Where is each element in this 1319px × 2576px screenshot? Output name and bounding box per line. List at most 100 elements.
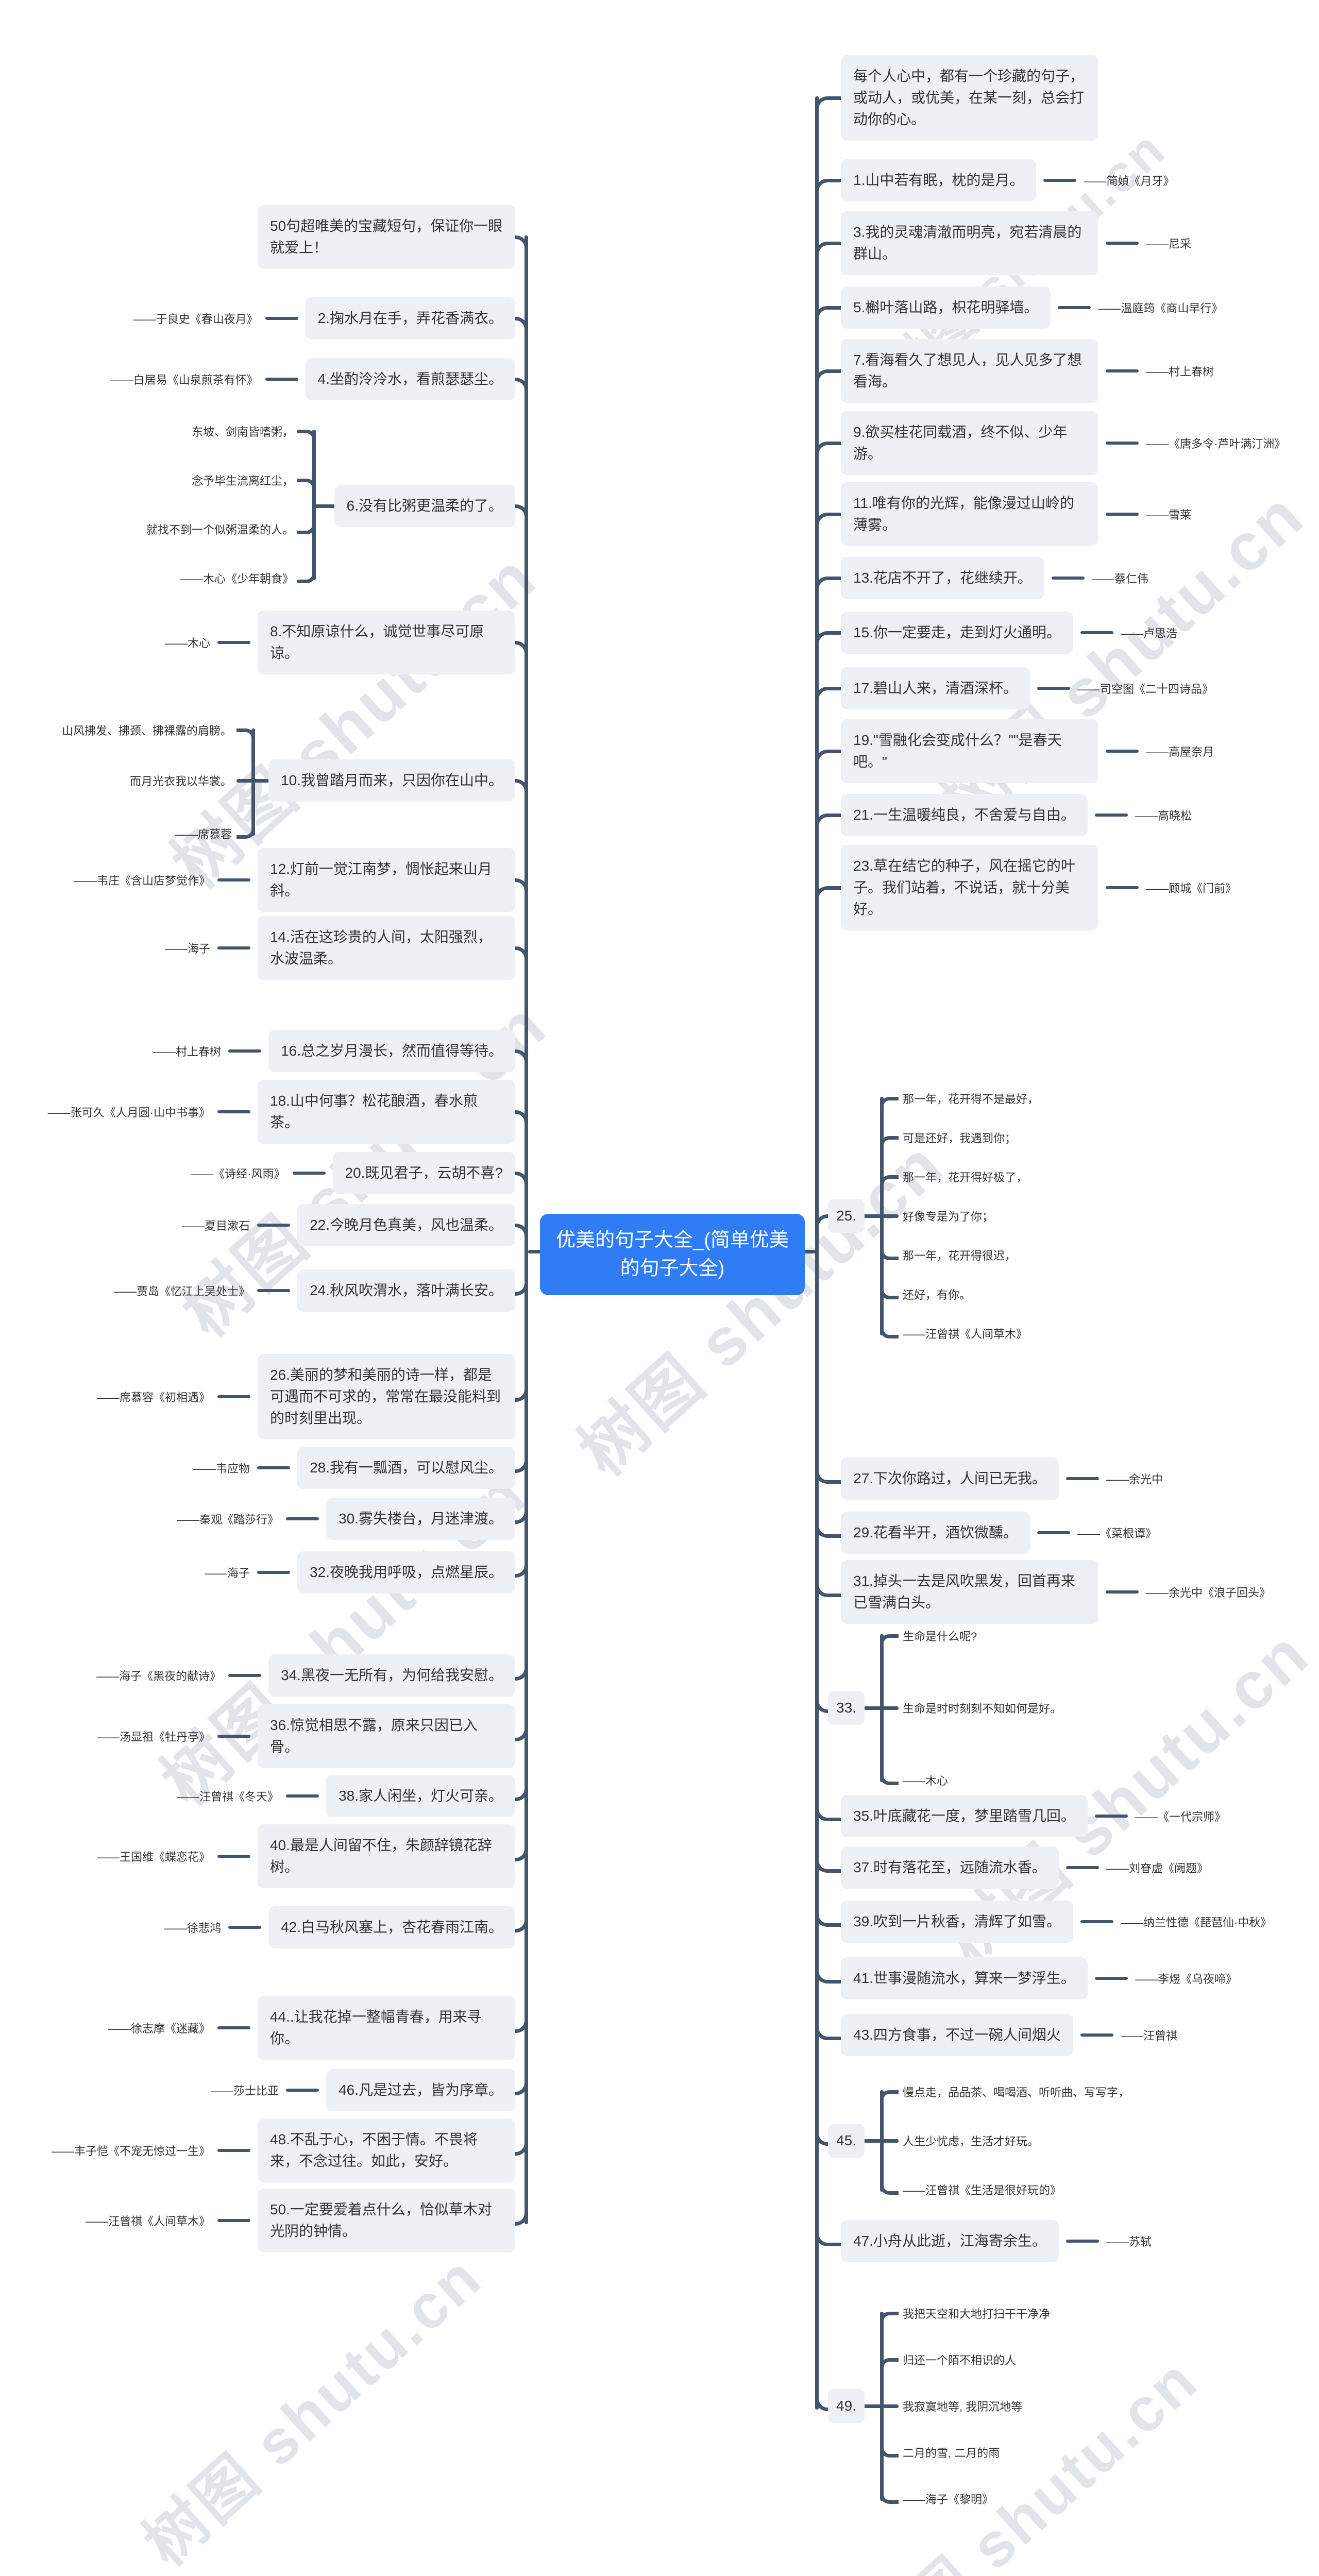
connector-stem xyxy=(861,1214,884,1218)
quote-node-9[interactable]: 9.欲买桂花同载酒，终不似、少年游。 xyxy=(841,411,1098,475)
connector-elbow xyxy=(815,1851,841,1873)
quote-node-18[interactable]: 18.山中何事？松花酿酒，春水煎茶。 xyxy=(258,1080,515,1144)
quote-node-22[interactable]: 22.今晚月色真美，风也温柔。 xyxy=(297,1204,515,1246)
quote-node-46[interactable]: 46.凡是过去，皆为序章。 xyxy=(326,2069,515,2111)
sub-quote-line: ——木心《少年朝食》 xyxy=(180,572,294,585)
attribution-label: ——简媜《月牙》 xyxy=(1084,175,1175,188)
central-topic-node[interactable]: 优美的句子大全_(简单优美的句子大全) xyxy=(540,1214,805,1296)
quote-node-40[interactable]: 40.最是人间留不住，朱颜辞镜花辞树。 xyxy=(258,1824,515,1888)
quote-node-37[interactable]: 37.时有落花至，远随流水香。 xyxy=(841,1846,1059,1889)
attribution-label: ——《唐多令·芦叶满汀洲》 xyxy=(1146,437,1286,450)
connector-stub xyxy=(286,1517,319,1520)
quote-node-6[interactable]: 6.没有比粥更温柔的了。 xyxy=(334,485,515,527)
connector-stub xyxy=(1037,1531,1070,1534)
connector-elbow xyxy=(880,1278,899,1299)
quote-node-33[interactable]: 33. xyxy=(828,1691,865,1725)
connector-stub xyxy=(1106,886,1139,889)
quote-node-36[interactable]: 36.惊觉相思不露，原来只因已入骨。 xyxy=(258,1704,515,1768)
quote-item-22: ——夏目漱石 22.今晚月色真美，风也温柔。 xyxy=(182,1204,515,1246)
quote-node-21[interactable]: 21.一生温暖纯良，不舍爱与自由。 xyxy=(841,794,1088,836)
intro-node-right[interactable]: 每个人心中，都有一个珍藏的句子，或动人，或优美，在某一刻，总会打动你的心。 xyxy=(841,55,1098,141)
intro-node-left[interactable]: 50句超唯美的宝藏短句，保证你一眼就爱上！ xyxy=(258,205,515,269)
connector-elbow xyxy=(508,235,528,258)
connector-elbow xyxy=(508,1172,528,1194)
quote-node-1[interactable]: 1.山中若有眠，枕的是月。 xyxy=(841,159,1037,201)
quote-node-43[interactable]: 43.四方食事，不过一碗人间烟火 xyxy=(841,2014,1073,2056)
quote-node-28[interactable]: 28.我有一瓢酒，可以慰风尘。 xyxy=(297,1447,515,1489)
attribution-label: ——村上春树 xyxy=(1146,365,1214,378)
quote-item-45: 45. xyxy=(828,2124,865,2158)
quote-item-5: 5.槲叶落山路，枳花明驿墙。 ——温庭筠《商山早行》 xyxy=(841,286,1223,329)
quote-node-19[interactable]: 19."雪融化会变成什么？""是春天吧。" xyxy=(841,719,1098,783)
quote-node-34[interactable]: 34.黑夜一无所有，为何给我安慰。 xyxy=(268,1654,515,1697)
quote-node-11[interactable]: 11.唯有你的光辉，能像漫过山岭的薄雾。 xyxy=(841,482,1098,546)
connector-stub xyxy=(1106,242,1139,245)
quote-item-34: ——海子《黑夜的献诗》 34.黑夜一无所有，为何给我安慰。 xyxy=(96,1654,515,1697)
quote-node-29[interactable]: 29.花看半开，酒饮微醺。 xyxy=(841,1512,1030,1554)
quote-node-17[interactable]: 17.碧山人来，清酒深杯。 xyxy=(841,667,1030,709)
quote-node-30[interactable]: 30.雾失楼台，月迷津渡。 xyxy=(326,1498,515,1540)
quote-node-44[interactable]: 44..让我花掉一整幅青春，用来寻你。 xyxy=(258,1996,515,2060)
attribution-label: ——温庭筠《商山早行》 xyxy=(1098,302,1223,315)
attribution-label: ——莎士比亚 xyxy=(211,2084,279,2097)
quote-node-25[interactable]: 25. xyxy=(828,1199,865,1233)
attribution-label: ——席慕容《初相遇》 xyxy=(96,1391,210,1404)
connector-elbow xyxy=(508,2133,528,2156)
quote-node-10[interactable]: 10.我曾踏月而来，只因你在山中。 xyxy=(268,759,515,802)
quote-node-35[interactable]: 35.叶底藏花一度，梦里踏雪几回。 xyxy=(841,1795,1088,1837)
quote-node-20[interactable]: 20.既见君子，云胡不喜? xyxy=(332,1152,515,1194)
quote-node-13[interactable]: 13.花店不开了，花继续开。 xyxy=(841,557,1044,599)
attribution-label: ——木心 xyxy=(164,637,210,650)
attribution-label: ——村上春树 xyxy=(153,1045,222,1058)
quote-node-31[interactable]: 31.掉头一去是风吹黑发，回首再来已雪满白头。 xyxy=(841,1560,1098,1624)
quote-item-36: ——汤显祖《牡丹亭》 36.惊觉相思不露，原来只因已入骨。 xyxy=(97,1704,515,1768)
quote-node-47[interactable]: 47.小舟从此逝，江海寄余生。 xyxy=(841,2220,1059,2262)
quote-node-2[interactable]: 2.掬水月在手，弄花香满衣。 xyxy=(305,297,515,340)
quote-node-42[interactable]: 42.白马秋风塞上，杏花春雨江南。 xyxy=(268,1906,515,1948)
attribution-label: ——卢思浩 xyxy=(1120,627,1177,640)
connector-elbow xyxy=(880,2436,899,2458)
quote-node-8[interactable]: 8.不知原谅什么，诚觉世事尽可原谅。 xyxy=(258,611,515,674)
quote-node-7[interactable]: 7.看海看久了想见人，见人见多了想看海。 xyxy=(841,339,1098,403)
connector-elbow xyxy=(880,2139,899,2143)
quote-node-49[interactable]: 49. xyxy=(828,2389,865,2423)
quote-node-4[interactable]: 4.坐酌泠泠水，看煎瑟瑟尘。 xyxy=(305,358,515,400)
sub-quote-line: ——席慕蓉 xyxy=(175,828,232,841)
quote-item-21: 21.一生温暖纯良，不舍爱与自由。 ——高晓松 xyxy=(841,794,1192,836)
attribution-label: ——汪曾祺 xyxy=(1120,2029,1177,2042)
quote-node-14[interactable]: 14.活在这珍贵的人间，太阳强烈，水波温柔。 xyxy=(258,916,515,980)
quote-node-15[interactable]: 15.你一定要走，走到灯火通明。 xyxy=(841,612,1073,654)
sub-quote-line: ——汪曾祺《人间草木》 xyxy=(903,1328,1028,1341)
quote-item-6: 6.没有比粥更温柔的了。 xyxy=(334,485,515,527)
sub-quote-line: 就找不到一个似粥温柔的人。 xyxy=(146,523,294,536)
quote-node-32[interactable]: 32.夜晚我用呼吸，点燃星辰。 xyxy=(297,1551,515,1594)
connector-elbow xyxy=(880,1214,899,1218)
quote-node-3[interactable]: 3.我的灵魂清澈而明亮，宛若清晨的群山。 xyxy=(841,211,1098,275)
connector-elbow xyxy=(508,2073,528,2095)
quote-item-7: 7.看海看久了想见人，见人见多了想看海。 ——村上春树 xyxy=(841,339,1214,403)
quote-node-48[interactable]: 48.不乱于心，不困于情。不畏将来，不念过往。如此，安好。 xyxy=(258,2119,515,2182)
connector-stem xyxy=(251,779,283,783)
quote-node-23[interactable]: 23.草在结它的种子，风在摇它的叶子。我们站着，不说话，就十分美好。 xyxy=(841,845,1098,930)
intro-row-left: 50句超唯美的宝藏短句，保证你一眼就爱上！ xyxy=(258,205,515,269)
quote-node-12[interactable]: 12.灯前一觉江南梦，惆怅起来山月斜。 xyxy=(258,848,515,912)
connector-elbow xyxy=(815,1214,833,1236)
connector-elbow xyxy=(880,2312,899,2333)
quote-item-4: ——白居易《山泉煎茶有怀》 4.坐酌泠泠水，看煎瑟瑟尘。 xyxy=(111,358,515,400)
quote-node-5[interactable]: 5.槲叶落山路，枳花明驿墙。 xyxy=(841,286,1051,329)
sub-quote-line: 生命是时时刻刻不知如何是好。 xyxy=(903,1702,1062,1715)
quote-node-38[interactable]: 38.家人闲坐，灯火可亲。 xyxy=(326,1775,515,1817)
quote-node-41[interactable]: 41.世事漫随流水，算来一梦浮生。 xyxy=(841,1957,1088,1999)
quote-node-16[interactable]: 16.总之岁月漫长，然而值得等待。 xyxy=(268,1030,515,1072)
quote-node-39[interactable]: 39.吹到一片秋香，清辉了如雪。 xyxy=(841,1901,1073,1943)
quote-node-26[interactable]: 26.美丽的梦和美丽的诗一样，都是可遇而不可求的，常常在最没能料到的时刻里出现。 xyxy=(258,1354,515,1439)
sub-quote-line: 那一年，花开得不是最好， xyxy=(903,1093,1039,1106)
connector-elbow xyxy=(508,1110,528,1132)
connector-center-right xyxy=(803,1250,817,1253)
quote-item-3: 3.我的灵魂清澈而明亮，宛若清晨的群山。 ——尼采 xyxy=(841,211,1191,275)
quote-node-50[interactable]: 50.一定要爱着点什么，恰似草木对光阴的钟情。 xyxy=(258,2189,515,2252)
attribution-label: ——高屋奈月 xyxy=(1146,745,1214,758)
quote-node-27[interactable]: 27.下次你路过，人间已无我。 xyxy=(841,1458,1059,1500)
quote-node-45[interactable]: 45. xyxy=(828,2124,865,2158)
quote-node-24[interactable]: 24.秋风吹渭水，落叶满长安。 xyxy=(297,1269,515,1312)
